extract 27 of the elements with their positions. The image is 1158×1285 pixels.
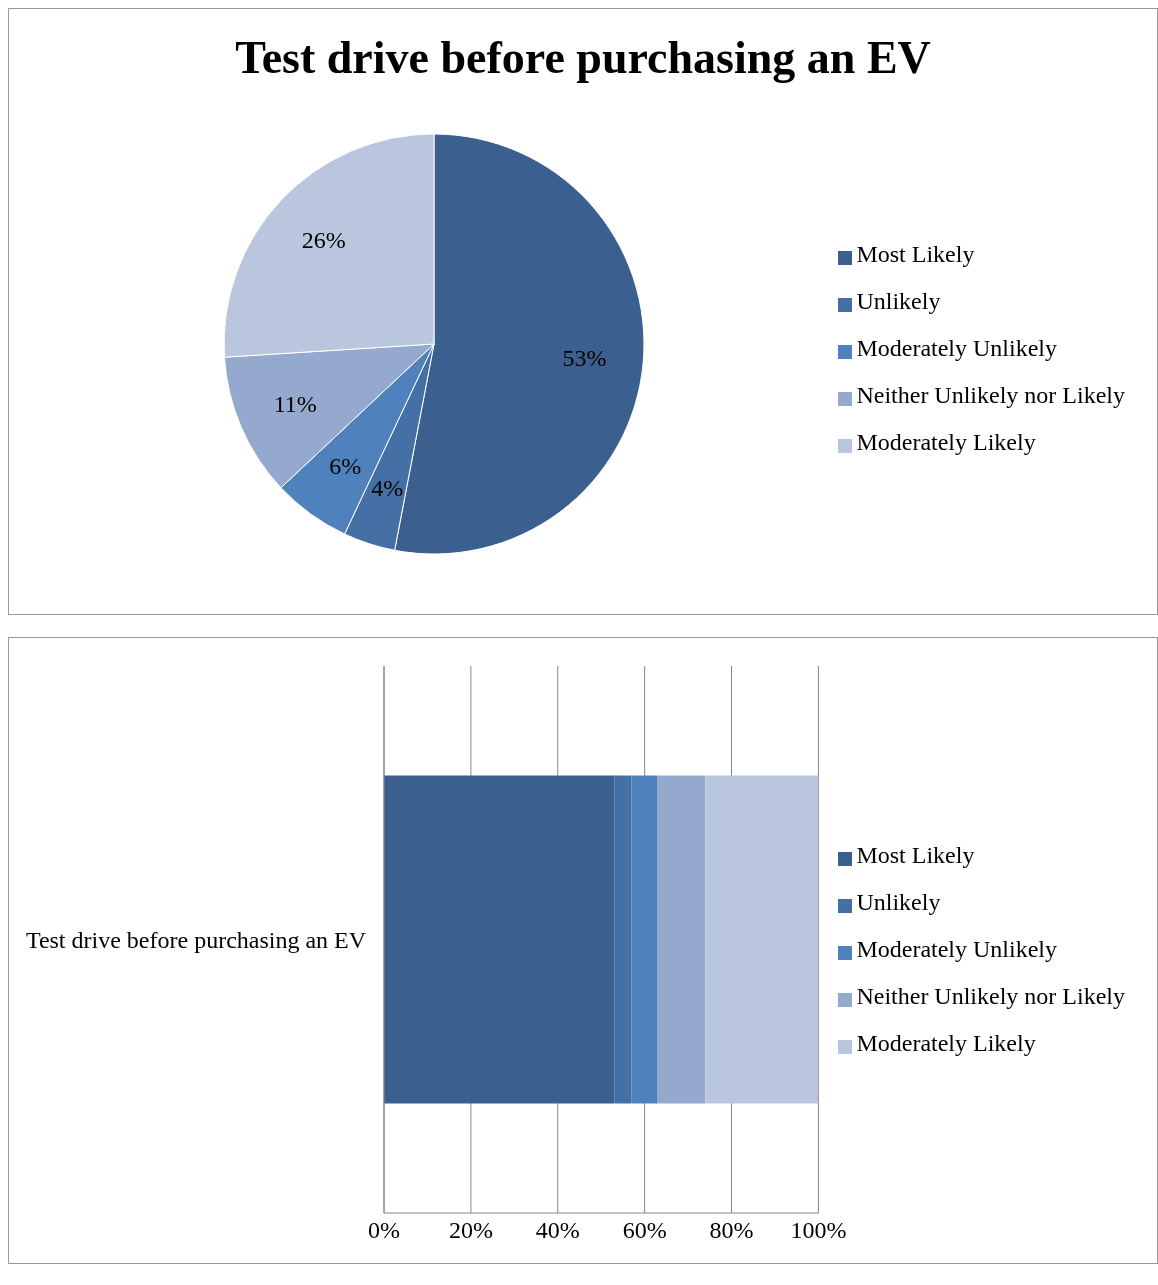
x-tick-label: 0%	[368, 1217, 400, 1244]
bar	[705, 775, 819, 1104]
legend-label: Moderately Likely	[856, 428, 1036, 455]
legend-label: Moderately Likely	[856, 1030, 1036, 1056]
data-label: 26%	[301, 227, 346, 254]
x-tick-label: 20%	[448, 1217, 493, 1244]
data-label: 4%	[371, 474, 404, 501]
chart-title: Test drive before purchasing an EV	[234, 31, 932, 84]
legend-label: Moderately Unlikely	[856, 936, 1058, 962]
bar	[384, 775, 615, 1104]
data-label: 6%	[329, 453, 362, 480]
bar	[631, 775, 658, 1104]
legend-label: Unlikely	[856, 287, 941, 314]
legend-label: Moderately Unlikely	[856, 334, 1058, 361]
x-tick-label: 60%	[622, 1217, 667, 1244]
legend-label: Most Likely	[856, 842, 975, 868]
legend-label: Most Likely	[856, 240, 975, 267]
x-tick-label: 40%	[535, 1217, 580, 1244]
legend-label: Neither Unlikely nor Likely	[856, 983, 1125, 1009]
x-tick-label: 100%	[790, 1217, 847, 1244]
data-label: 53%	[562, 345, 607, 372]
data-label: 11%	[273, 391, 317, 418]
x-tick-label: 80%	[709, 1217, 754, 1244]
legend-label: Unlikely	[856, 889, 941, 915]
bar	[657, 775, 706, 1104]
bar	[614, 775, 632, 1104]
legend-label: Neither Unlikely nor Likely	[856, 381, 1125, 408]
